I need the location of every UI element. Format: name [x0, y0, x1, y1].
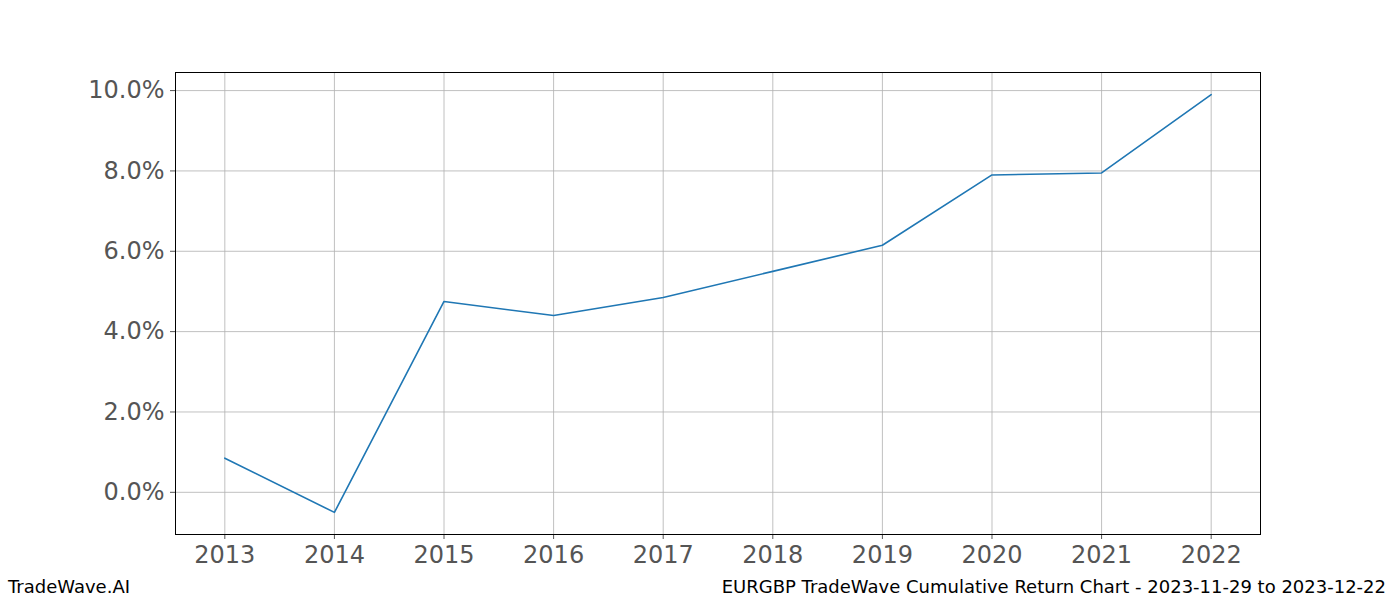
svg-text:2021: 2021: [1071, 541, 1132, 569]
svg-text:2014: 2014: [304, 541, 365, 569]
svg-text:10.0%: 10.0%: [88, 76, 164, 104]
svg-text:2022: 2022: [1181, 541, 1242, 569]
html-text:EURGBP TradeWave Cumulative Re: EURGBP TradeWave Cumulative Return Chart…: [721, 576, 1386, 597]
svg-text:0.0%: 0.0%: [104, 478, 165, 506]
svg-text:2013: 2013: [194, 541, 255, 569]
svg-text:2.0%: 2.0%: [104, 398, 165, 426]
svg-text:8.0%: 8.0%: [104, 157, 165, 185]
html-text:TradeWave.AI: TradeWave.AI: [8, 576, 130, 597]
svg-text:2016: 2016: [523, 541, 584, 569]
svg-text:2017: 2017: [633, 541, 694, 569]
svg-text:4.0%: 4.0%: [104, 317, 165, 345]
svg-text:6.0%: 6.0%: [104, 237, 165, 265]
svg-text:2015: 2015: [413, 541, 474, 569]
svg-text:2020: 2020: [961, 541, 1022, 569]
svg-text:2019: 2019: [852, 541, 913, 569]
svg-text:2018: 2018: [742, 541, 803, 569]
